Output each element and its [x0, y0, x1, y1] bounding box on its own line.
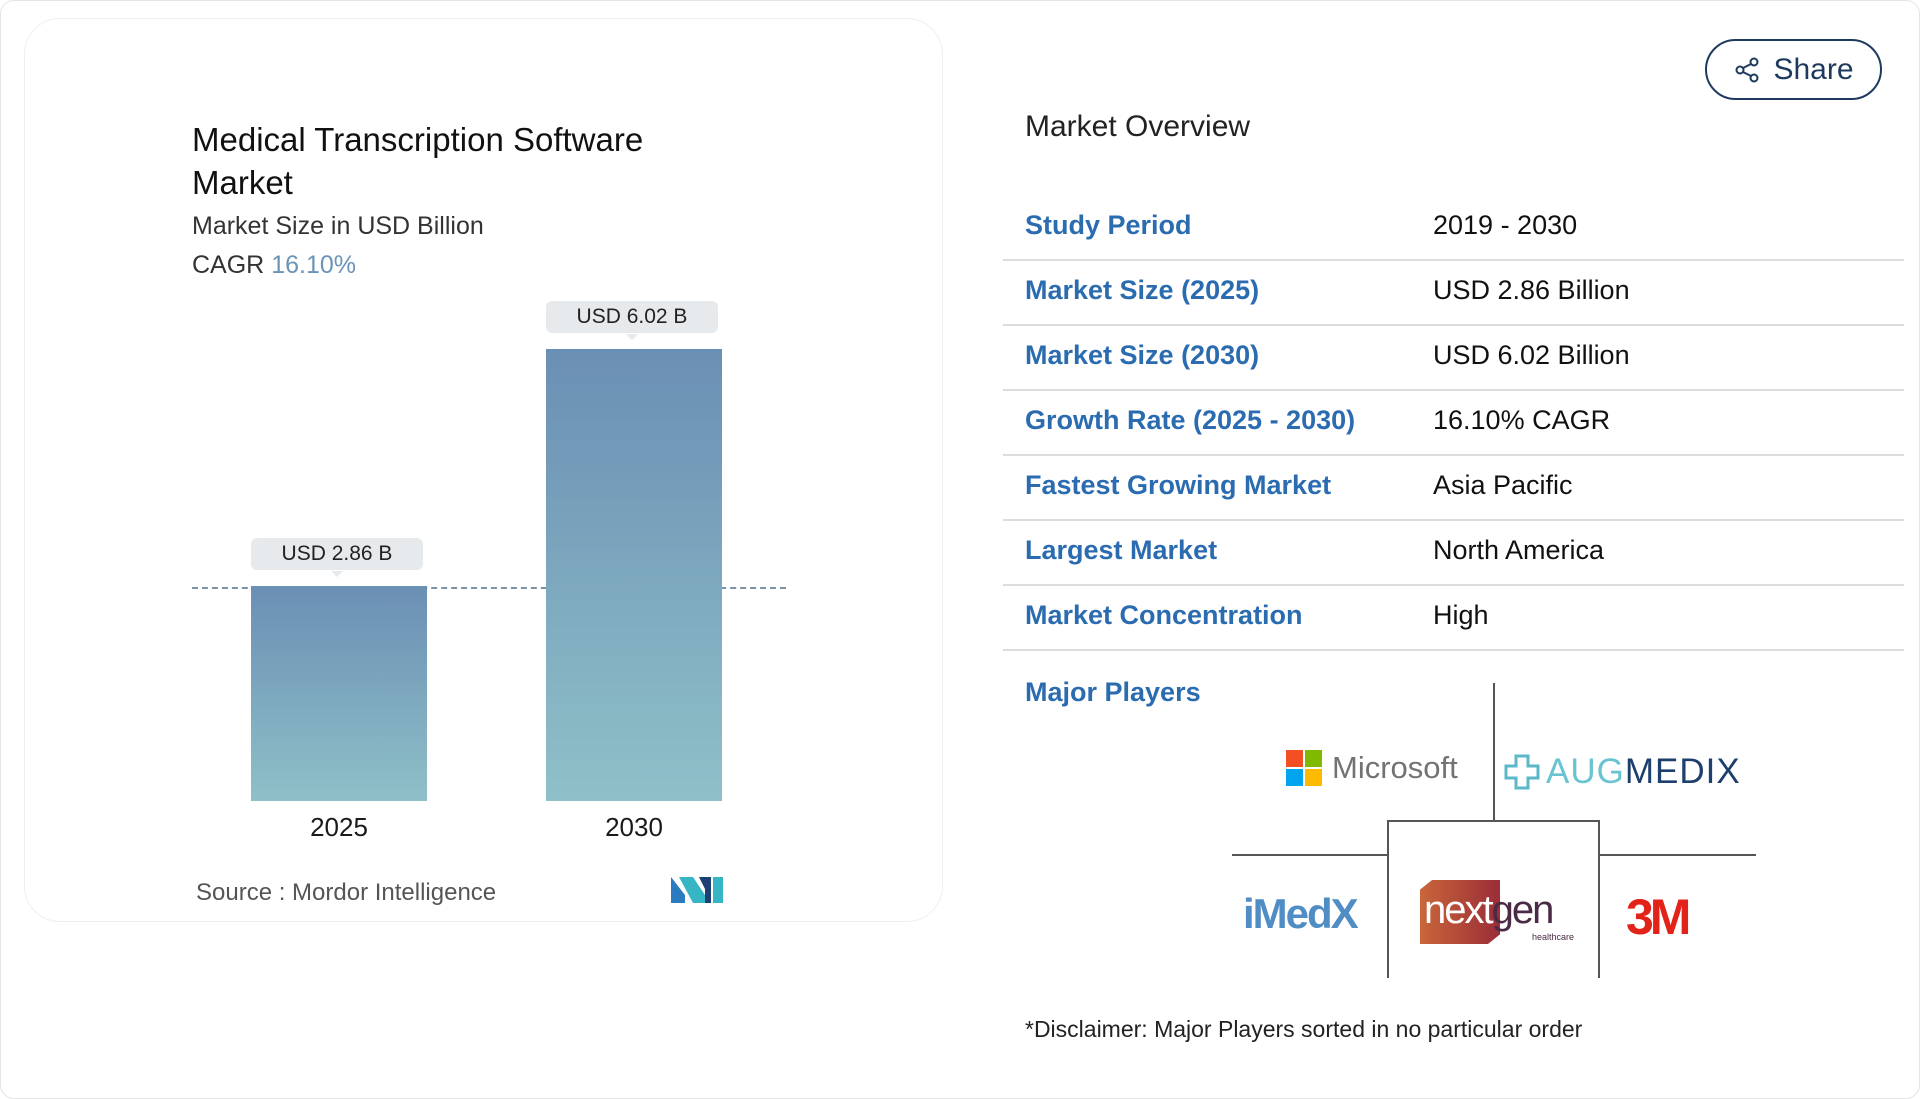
- grid-divider: [1232, 854, 1387, 856]
- bar-2030: [546, 349, 722, 801]
- player-logo-imedx: iMedX: [1243, 890, 1359, 937]
- overview-row: Study Period 2019 - 2030: [1003, 196, 1904, 261]
- augmedix-cross-icon: [1504, 754, 1540, 790]
- overview-row: Market Concentration High: [1003, 586, 1904, 651]
- overview-title: Market Overview: [1025, 110, 1251, 143]
- grid-divider: [1600, 854, 1756, 856]
- bar-2025: [251, 586, 427, 801]
- row-value: North America: [1433, 535, 1605, 565]
- microsoft-name: Microsoft: [1332, 750, 1458, 785]
- chart-card: [24, 18, 943, 922]
- player-logo-microsoft: Microsoft: [1286, 750, 1458, 786]
- player-logo-3m: 3M: [1626, 889, 1691, 945]
- row-value: 16.10% CAGR: [1433, 405, 1611, 435]
- mordor-logo: [671, 877, 723, 903]
- disclaimer: *Disclaimer: Major Players sorted in no …: [1025, 1016, 1583, 1042]
- row-value: Asia Pacific: [1433, 470, 1573, 500]
- share-icon: [1735, 57, 1759, 82]
- grid-center-box: [1387, 820, 1600, 978]
- share-button[interactable]: Share: [1705, 39, 1882, 100]
- row-value: 2019 - 2030: [1433, 210, 1578, 240]
- row-label: Market Size (2030): [1025, 340, 1260, 370]
- overview-row: Market Size (2030) USD 6.02 Billion: [1003, 326, 1904, 391]
- x-tick-label: 2025: [310, 812, 368, 842]
- source-text: Source : Mordor Intelligence: [196, 879, 497, 906]
- row-label: Growth Rate (2025 - 2030): [1025, 405, 1356, 435]
- microsoft-windows-icon: [1286, 750, 1322, 786]
- cagr-value: 16.10%: [271, 251, 356, 279]
- data-label: USD 2.86 B: [251, 538, 423, 578]
- row-label: Study Period: [1025, 210, 1192, 240]
- overview-row: Largest Market North America: [1003, 521, 1904, 586]
- chart-subtitle: Market Size in USD Billion: [192, 212, 484, 240]
- player-logo-augmedix: AUGMEDIX: [1504, 752, 1741, 792]
- share-label: Share: [1773, 52, 1854, 86]
- row-label: Market Concentration: [1025, 600, 1303, 630]
- player-logo-nextgen: nextgen healthcare: [1420, 880, 1585, 944]
- overview-row: Market Size (2025) USD 2.86 Billion: [1003, 261, 1904, 326]
- row-label: Largest Market: [1025, 535, 1218, 565]
- row-label: Fastest Growing Market: [1025, 470, 1332, 500]
- row-value: USD 2.86 Billion: [1433, 275, 1630, 305]
- x-tick-label: 2030: [605, 812, 663, 842]
- grid-divider: [1493, 683, 1495, 820]
- row-value: High: [1433, 600, 1489, 630]
- chart-title: Medical Transcription Software Market: [192, 121, 644, 201]
- data-label: USD 6.02 B: [546, 301, 718, 340]
- row-value: USD 6.02 Billion: [1433, 340, 1630, 370]
- major-players-label: Major Players: [1025, 677, 1201, 707]
- overview-row: Fastest Growing Market Asia Pacific: [1003, 456, 1904, 521]
- reference-line: [192, 587, 786, 589]
- cagr: CAGR 16.10%: [192, 251, 356, 280]
- overview-row: Growth Rate (2025 - 2030) 16.10% CAGR: [1003, 391, 1904, 456]
- cagr-label: CAGR: [192, 251, 265, 279]
- row-label: Market Size (2025): [1025, 275, 1260, 305]
